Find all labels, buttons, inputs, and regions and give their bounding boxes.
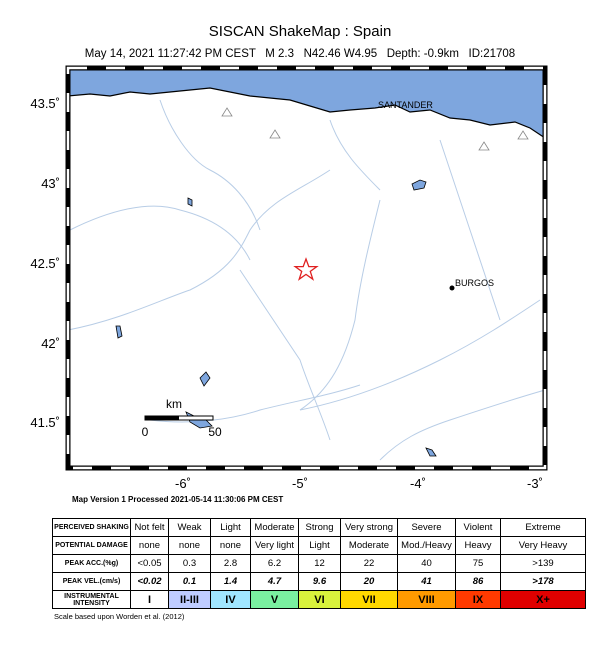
note: Scale based upon Worden et al. (2012) bbox=[54, 612, 185, 621]
legend-cell: Very strong bbox=[340, 518, 398, 537]
lat-label: 43.5˚ bbox=[30, 96, 60, 111]
legend-cell: VI bbox=[298, 590, 341, 609]
title: SISCAN ShakeMap : Spain bbox=[209, 23, 392, 40]
legend-cell: Violent bbox=[455, 518, 501, 537]
row-label: POTENTIAL DAMAGE bbox=[52, 536, 131, 555]
legend-row: PEAK VEL.(cm/s) <0.02 0.1 1.4 4.7 9.6 20 41 86 >1… bbox=[52, 572, 586, 591]
lon-label: -5˚ bbox=[292, 476, 308, 491]
lat-label: 42.5˚ bbox=[30, 256, 60, 271]
place-label: BURGOS bbox=[455, 278, 494, 288]
lon-label: -3˚ bbox=[527, 476, 543, 491]
legend-cell: X+ bbox=[500, 590, 586, 609]
row-label: PEAK VEL.(cm/s) bbox=[52, 572, 131, 591]
legend-cell: 2.8 bbox=[210, 554, 251, 573]
legend-row: PERCEIVED SHAKING Not felt Weak Light Modera… bbox=[52, 518, 586, 537]
legend-cell: none bbox=[210, 536, 251, 555]
sea bbox=[67, 67, 546, 140]
legend-cell: Strong bbox=[298, 518, 341, 537]
legend-cell: VIII bbox=[397, 590, 456, 609]
legend-cell: Extreme bbox=[500, 518, 586, 537]
axis-labels: 43.5˚ 43˚ 42.5˚ 42˚ 41.5˚ -6˚ -5˚ -4˚ -3˚ bbox=[30, 96, 543, 491]
legend-cell: 41 bbox=[397, 572, 456, 591]
stations bbox=[221, 107, 529, 151]
frame-checker bbox=[66, 66, 547, 470]
city-dot bbox=[449, 285, 455, 291]
legend-cell: 22 bbox=[340, 554, 398, 573]
legend-cell: I bbox=[130, 590, 169, 609]
scale-start: 0 bbox=[142, 425, 149, 439]
legend-cell: VII bbox=[340, 590, 398, 609]
epicenter bbox=[293, 257, 319, 281]
legend-cell: Not felt bbox=[130, 518, 169, 537]
lon-label: -6˚ bbox=[175, 476, 191, 491]
legend-cell: 86 bbox=[455, 572, 501, 591]
legend-cell: 0.3 bbox=[168, 554, 211, 573]
rivers bbox=[67, 99, 546, 461]
lat-label: 43˚ bbox=[41, 176, 60, 191]
legend-cell: Light bbox=[298, 536, 341, 555]
legend-cell: 40 bbox=[397, 554, 456, 573]
legend-cell: 1.4 bbox=[210, 572, 251, 591]
legend-cell: IX bbox=[455, 590, 501, 609]
legend-cell: II-III bbox=[168, 590, 211, 609]
legend-cell: 6.2 bbox=[250, 554, 299, 573]
scale-end: 50 bbox=[208, 425, 222, 439]
scale-bar: km 0 50 bbox=[142, 397, 222, 439]
lat-label: 41.5˚ bbox=[30, 415, 60, 430]
legend-cell: Moderate bbox=[250, 518, 299, 537]
land bbox=[68, 68, 545, 468]
subtitle: May 14, 2021 11:27:42 PM CEST M 2.3 N42.… bbox=[85, 48, 515, 60]
legend-cell: IV bbox=[210, 590, 251, 609]
legend-cell: Moderate bbox=[340, 536, 398, 555]
legend-cell: none bbox=[130, 536, 169, 555]
place-label: SANTANDER bbox=[378, 100, 433, 110]
legend-cell: none bbox=[168, 536, 211, 555]
legend-row: POTENTIAL DAMAGE none none none Very light Li… bbox=[52, 536, 586, 555]
row-label: PEAK ACC.(%g) bbox=[52, 554, 131, 573]
lat-label: 42˚ bbox=[41, 336, 60, 351]
legend-cell: >139 bbox=[500, 554, 586, 573]
legend-row: INSTRUMENTAL INTENSITY I II-III IV V VI VII VII… bbox=[52, 590, 586, 609]
row-label: INSTRUMENTAL INTENSITY bbox=[52, 590, 131, 609]
lon-label: -4˚ bbox=[410, 476, 426, 491]
footer: Map Version 1 Processed 2021-05-14 11:30… bbox=[72, 495, 283, 504]
legend-cell: <0.02 bbox=[130, 572, 169, 591]
legend-cell: 4.7 bbox=[250, 572, 299, 591]
row-label: PERCEIVED SHAKING bbox=[52, 518, 131, 537]
legend-cell: Very light bbox=[250, 536, 299, 555]
scale-unit: km bbox=[166, 397, 182, 411]
legend-cell: >178 bbox=[500, 572, 586, 591]
legend-cell: 12 bbox=[298, 554, 341, 573]
legend-cell: Mod./Heavy bbox=[397, 536, 456, 555]
legend-cell: 20 bbox=[340, 572, 398, 591]
legend-row: PEAK ACC.(%g) <0.05 0.3 2.8 6.2 12 22 40 75 >139 bbox=[52, 554, 586, 573]
legend-cell: Very Heavy bbox=[500, 536, 586, 555]
legend-cell: Heavy bbox=[455, 536, 501, 555]
legend-cell: <0.05 bbox=[130, 554, 169, 573]
legend-cell: Weak bbox=[168, 518, 211, 537]
legend-cell: V bbox=[250, 590, 299, 609]
legend-table: PERCEIVED SHAKING Not felt Weak Light Modera… bbox=[52, 518, 586, 609]
legend-cell: 75 bbox=[455, 554, 501, 573]
legend-cell: 0.1 bbox=[168, 572, 211, 591]
legend-cell: Light bbox=[210, 518, 251, 537]
legend-cell: 9.6 bbox=[298, 572, 341, 591]
shakemap: SISCAN ShakeMap : Spain May 14, 2021 11:… bbox=[30, 23, 548, 504]
legend-cell: Severe bbox=[397, 518, 456, 537]
map-area: SANTANDER BURGOS km 0 50 bbox=[65, 65, 548, 471]
